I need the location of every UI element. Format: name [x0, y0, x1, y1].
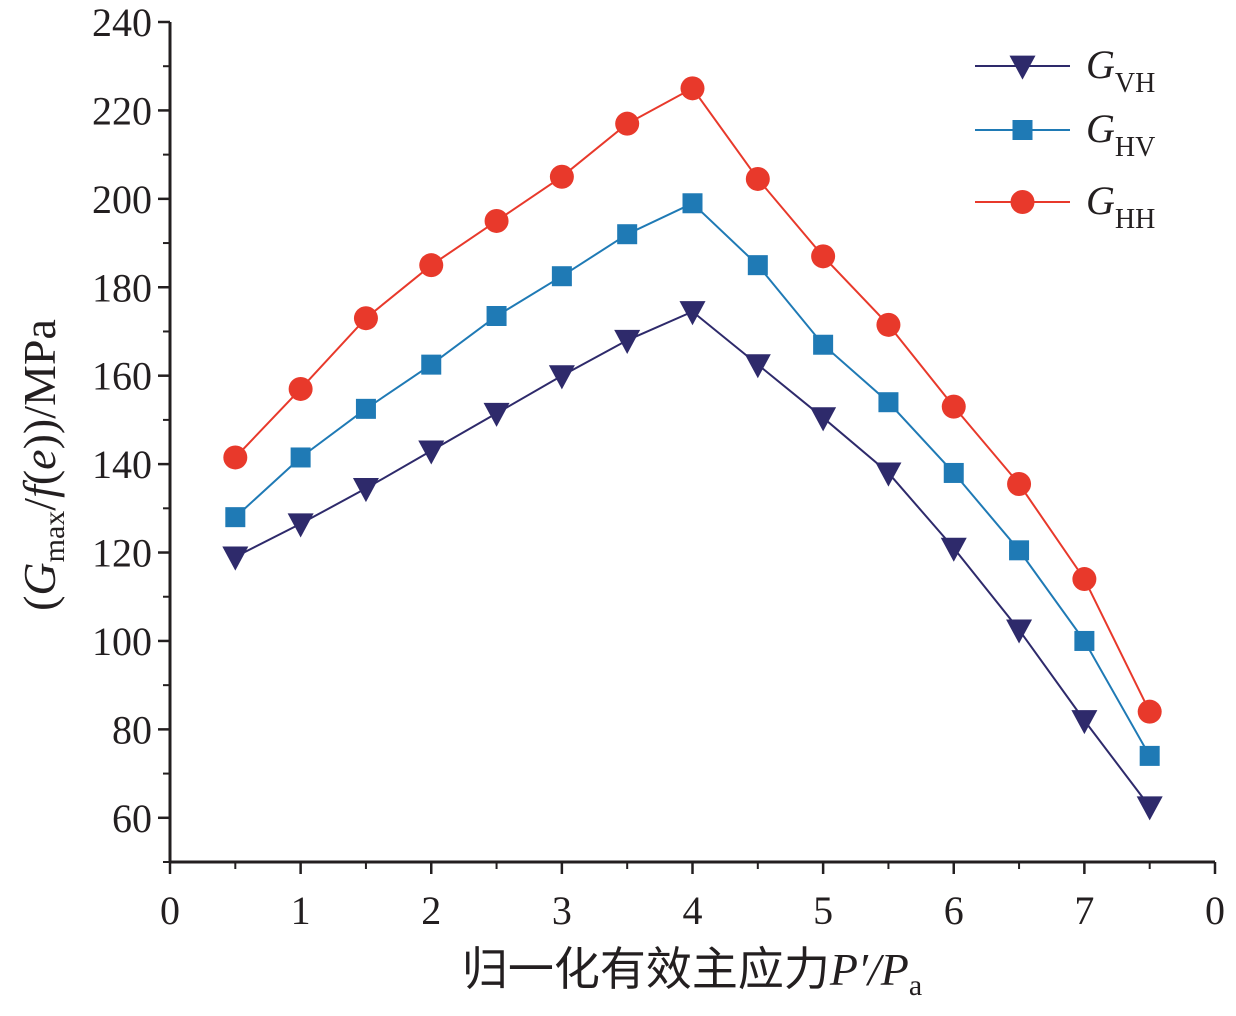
data-point — [811, 244, 836, 269]
data-point — [1074, 630, 1095, 651]
data-point — [486, 306, 507, 326]
data-point — [940, 537, 967, 562]
x-tick-label: 1 — [291, 888, 311, 933]
data-point — [615, 111, 640, 136]
x-tick-label: 5 — [813, 888, 833, 933]
y-tick-label: 140 — [92, 442, 152, 487]
data-point — [548, 365, 575, 390]
legend-marker — [1012, 120, 1033, 140]
data-point — [290, 447, 311, 468]
legend: GVH GHV GHH — [975, 42, 1155, 235]
data-point — [943, 462, 964, 483]
data-point — [1072, 567, 1097, 592]
data-point — [222, 546, 249, 571]
y-tick-label: 200 — [92, 177, 152, 222]
x-tick-label: 3 — [552, 888, 572, 933]
y-tick-label: 240 — [92, 0, 152, 45]
data-point — [421, 354, 442, 375]
data-point — [1006, 619, 1033, 644]
y-axis-ticks: 60 80 100 120 140 160 180 200 220 240 — [92, 0, 170, 863]
data-point — [355, 398, 376, 419]
x-axis-title: 归一化有效主应力P′/Pa — [462, 944, 922, 1002]
legend-item-ghh: GHH — [975, 178, 1155, 235]
x-tick-label: 0 — [1205, 888, 1225, 933]
data-point — [419, 253, 444, 278]
y-tick-label: 100 — [92, 619, 152, 664]
data-point — [617, 224, 638, 245]
data-point — [682, 193, 703, 214]
data-point — [549, 164, 574, 189]
y-tick-label: 160 — [92, 354, 152, 399]
data-point — [747, 255, 768, 276]
legend-item-ghv: GHV — [975, 106, 1155, 163]
y-tick-label: 120 — [92, 531, 152, 576]
x-axis-ticks: 0 1 2 3 4 5 6 7 0 — [160, 862, 1225, 933]
data-point — [875, 462, 902, 487]
series-gvh — [222, 301, 1163, 821]
data-point — [878, 392, 899, 413]
data-point — [679, 301, 706, 326]
data-point — [225, 507, 246, 528]
data-point — [352, 478, 379, 503]
x-tick-label: 2 — [421, 888, 441, 933]
legend-marker — [1010, 190, 1035, 214]
data-point — [680, 76, 705, 101]
x-tick-label: 7 — [1074, 888, 1094, 933]
x-tick-label: 0 — [160, 888, 180, 933]
y-tick-label: 60 — [112, 796, 152, 841]
data-point — [744, 354, 771, 379]
legend-label: GVH — [1086, 42, 1155, 99]
data-point — [1137, 699, 1162, 724]
data-point — [745, 166, 770, 191]
x-tick-label: 6 — [944, 888, 964, 933]
data-point — [614, 329, 641, 354]
data-point — [353, 306, 378, 331]
legend-item-gvh: GVH — [975, 42, 1155, 99]
x-tick-label: 4 — [683, 888, 703, 933]
data-point — [483, 402, 510, 427]
y-axis-title: (Gmax/f(e))/MPa — [14, 319, 71, 611]
series-layer — [222, 76, 1163, 821]
data-point — [484, 208, 509, 233]
series-ghv — [225, 193, 1160, 766]
data-point — [1009, 540, 1030, 561]
data-point — [223, 445, 248, 470]
data-point — [287, 513, 314, 538]
data-point — [1139, 745, 1160, 766]
data-point — [941, 394, 966, 419]
data-point — [810, 407, 837, 432]
data-point — [876, 312, 901, 337]
y-tick-label: 80 — [112, 707, 152, 752]
data-point — [813, 334, 834, 355]
data-point — [1071, 710, 1098, 735]
data-point — [418, 440, 445, 465]
y-tick-label: 180 — [92, 265, 152, 310]
legend-label: GHH — [1086, 178, 1155, 235]
legend-label: GHV — [1086, 106, 1155, 163]
data-point — [1136, 796, 1163, 821]
axes — [168, 22, 1215, 864]
y-tick-label: 220 — [92, 88, 152, 133]
data-point — [551, 266, 572, 287]
series-ghh — [223, 76, 1162, 724]
legend-marker — [1009, 55, 1036, 80]
data-point — [1007, 472, 1032, 496]
data-point — [288, 376, 313, 401]
